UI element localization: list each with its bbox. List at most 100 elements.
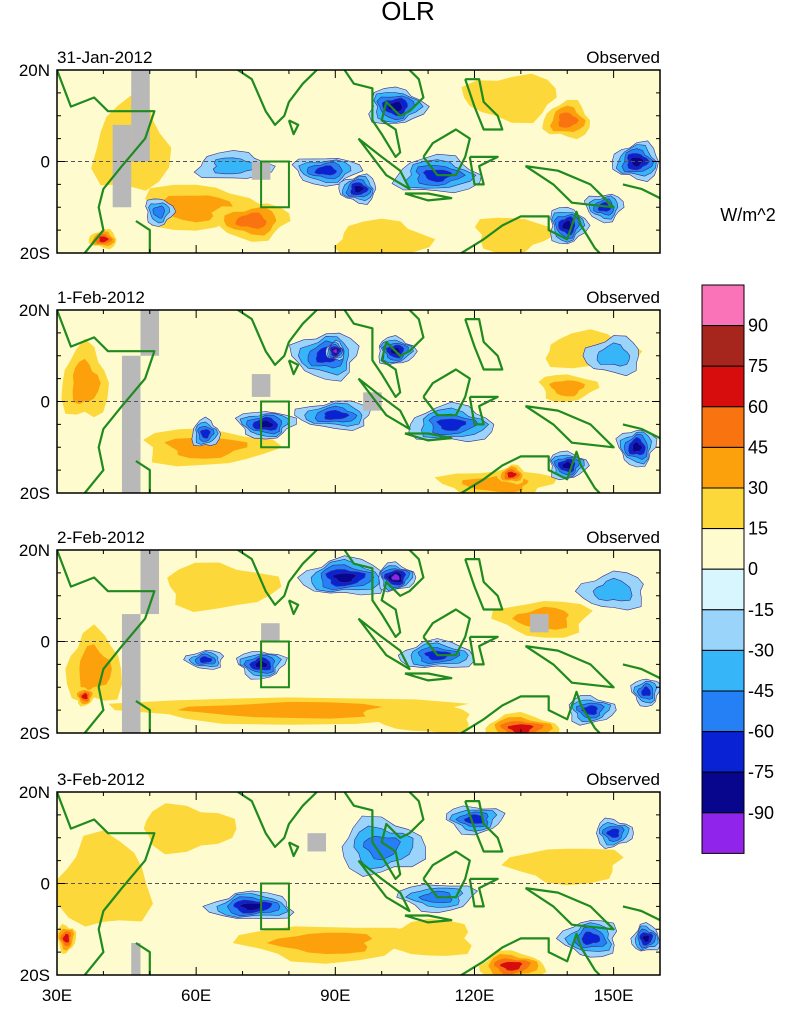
coastline: [464, 318, 504, 371]
colorbar-swatch: [701, 731, 745, 773]
coastline: [404, 914, 453, 924]
x-tick-label: 150E: [594, 986, 634, 1005]
coastline: [622, 663, 660, 680]
reference-box: [260, 640, 290, 689]
coastline: [357, 859, 411, 913]
panel-date-label: 2-Feb-2012: [57, 528, 145, 547]
colorbar-label: -60: [748, 722, 774, 742]
coastline: [622, 183, 660, 200]
x-tick-label: 90E: [320, 986, 350, 1005]
olr-anomaly-feature: [202, 890, 295, 920]
missing-data-cell: [131, 70, 150, 162]
coastline: [464, 799, 504, 853]
olr-anomaly-feature: [485, 711, 560, 733]
y-tick-label: 20S: [20, 244, 50, 263]
colorbar-swatch: [701, 284, 745, 327]
olr-anomaly-feature: [461, 73, 557, 124]
olr-anomaly-feature: [550, 206, 591, 245]
coastline: [468, 395, 499, 426]
coastline: [135, 220, 151, 253]
coastline: [524, 887, 615, 931]
coastline: [287, 599, 300, 616]
y-tick-label: 0: [41, 633, 50, 652]
olr-anomaly-feature: [325, 339, 345, 361]
olr-anomaly-feature: [555, 920, 618, 958]
olr-anomaly-feature: [234, 411, 297, 440]
colorbar-label: 30: [748, 478, 768, 498]
coastline: [442, 690, 601, 733]
y-tick-label: 0: [41, 875, 50, 894]
colorbar-swatch: [701, 568, 745, 611]
coastline: [464, 78, 504, 131]
olr-anomaly-feature: [65, 624, 122, 703]
olr-anomaly-feature: [143, 428, 283, 467]
coastline: [422, 128, 471, 177]
coastline: [135, 942, 151, 975]
colorbar-swatch: [701, 365, 745, 408]
coastline: [622, 905, 660, 922]
coastline: [237, 310, 318, 366]
colorbar-units-label: W/m^2: [720, 205, 775, 225]
coastline: [135, 700, 151, 733]
coastline: [422, 368, 471, 417]
panel-source-label: Observed: [586, 288, 660, 307]
olr-anomaly-feature: [57, 923, 77, 954]
olr-anomaly-feature: [232, 926, 416, 964]
coastline: [357, 617, 411, 671]
y-tick-label: 20N: [19, 301, 50, 320]
coastline: [524, 645, 615, 689]
olr-anomaly-feature: [211, 203, 291, 242]
colorbar-swatch: [701, 325, 745, 367]
colorbar-label: 75: [748, 356, 768, 376]
olr-anomaly-feature: [371, 918, 472, 956]
olr-anomaly-feature: [183, 650, 225, 670]
olr-anomaly-feature: [538, 374, 600, 403]
colorbar: 90 75 60 45 30 15 0 -15 -30 -45 -60 -75 -90: [701, 284, 774, 854]
coastline: [287, 119, 300, 136]
colorbar-label: -45: [748, 681, 774, 701]
coastline: [57, 792, 156, 975]
colorbar-swatch: [701, 487, 745, 530]
coastline: [287, 359, 300, 376]
coastline: [422, 608, 471, 657]
olr-anomaly-feature: [191, 416, 222, 447]
colorbar-swatch: [701, 446, 745, 489]
y-tick-label: 20S: [20, 484, 50, 503]
olr-anomaly-feature: [291, 158, 364, 187]
y-tick-label: 20N: [19, 541, 50, 560]
olr-anomaly-feature: [143, 803, 237, 855]
olr-anomaly-feature: [574, 570, 644, 611]
coastline: [237, 792, 318, 849]
x-tick-label: 120E: [455, 986, 495, 1005]
coastline: [357, 137, 411, 190]
y-tick-label: 20N: [19, 61, 50, 80]
reference-box: [260, 882, 290, 931]
coastline: [468, 635, 499, 666]
olr-anomaly-feature: [474, 217, 557, 253]
missing-data-cell: [131, 942, 141, 975]
olr-anomaly-feature: [615, 430, 658, 468]
missing-data-cell: [307, 833, 327, 852]
olr-anomaly-feature: [478, 950, 547, 975]
coastline: [57, 550, 156, 733]
reference-box: [260, 160, 290, 209]
olr-anomaly-feature: [501, 848, 624, 886]
panel-3: 20N 0 20S 2-Feb-2012 Observed: [19, 528, 661, 743]
coastline: [135, 460, 151, 493]
coastline: [442, 450, 601, 493]
coastline: [524, 165, 615, 209]
coastline: [357, 377, 411, 430]
colorbar-swatch: [701, 771, 745, 814]
colorbar-label: -90: [748, 803, 774, 823]
colorbar-swatch: [701, 528, 745, 570]
olr-anomaly-feature: [235, 651, 288, 680]
panels-group: 20N 0 20S 31-Jan-2012 Observed 20N 0 20S 1-Feb-2…: [19, 48, 661, 1005]
colorbar-swatch: [701, 690, 745, 733]
coastline: [343, 310, 425, 398]
panel-date-label: 3-Feb-2012: [57, 770, 145, 789]
coastline: [464, 557, 504, 611]
colorbar-label: 60: [748, 397, 768, 417]
colorbar-label: 90: [748, 316, 768, 336]
colorbar-swatch: [701, 812, 745, 854]
